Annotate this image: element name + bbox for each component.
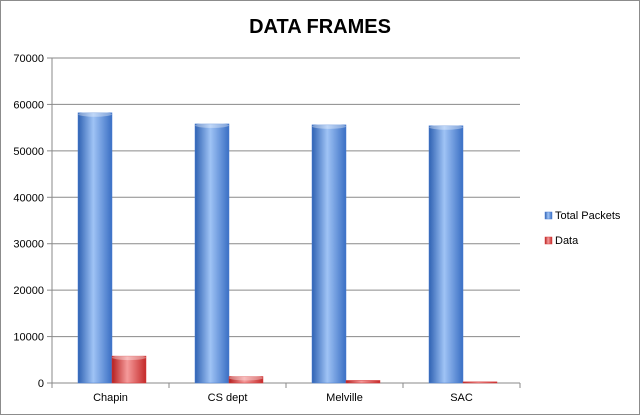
legend-swatch xyxy=(544,211,553,220)
bar-0-2 xyxy=(311,123,347,384)
x-tick-label: Melville xyxy=(326,392,363,404)
bar-highlight xyxy=(429,124,463,130)
bar-1-0 xyxy=(111,355,147,384)
x-tick-label: CS dept xyxy=(208,392,248,404)
bar-0-1 xyxy=(194,122,230,384)
x-tick-label: SAC xyxy=(450,392,473,404)
axis-labels: 0 10000 20000 30000 40000 50000 60000 70000 Chap… xyxy=(13,53,472,404)
y-tick-label: 50000 xyxy=(13,146,44,158)
bar xyxy=(111,355,147,384)
bar-1-1 xyxy=(228,375,264,384)
y-tick-label: 10000 xyxy=(13,332,44,344)
y-tick-label: 0 xyxy=(38,378,44,390)
bar-highlight xyxy=(229,375,263,381)
bar-highlight xyxy=(112,355,146,361)
bar-highlight xyxy=(312,123,346,129)
bar xyxy=(311,124,347,384)
y-tick-label: 20000 xyxy=(13,285,44,297)
y-tick-label: 60000 xyxy=(13,99,44,111)
y-tick-label: 40000 xyxy=(13,192,44,204)
bar-0-0 xyxy=(77,111,113,384)
bar-highlight xyxy=(195,122,229,128)
bar xyxy=(462,381,498,384)
bar xyxy=(428,125,464,384)
bar xyxy=(345,380,381,384)
y-tick-label: 70000 xyxy=(13,53,44,65)
legend-swatch xyxy=(544,236,553,245)
bars xyxy=(77,111,498,384)
y-tick-label: 30000 xyxy=(13,239,44,251)
legend: Total Packets Data xyxy=(544,210,621,247)
x-tick-label: Chapin xyxy=(93,392,128,404)
bar-0-3 xyxy=(428,124,464,384)
legend-label: Total Packets xyxy=(555,210,621,222)
bar-1-2 xyxy=(345,380,381,384)
legend-label: Data xyxy=(555,235,579,247)
bar-highlight xyxy=(78,111,112,117)
bar-1-3 xyxy=(462,381,498,384)
bar xyxy=(77,112,113,384)
bar xyxy=(228,376,264,384)
bar xyxy=(194,123,230,384)
chart-title: DATA FRAMES xyxy=(249,16,391,38)
